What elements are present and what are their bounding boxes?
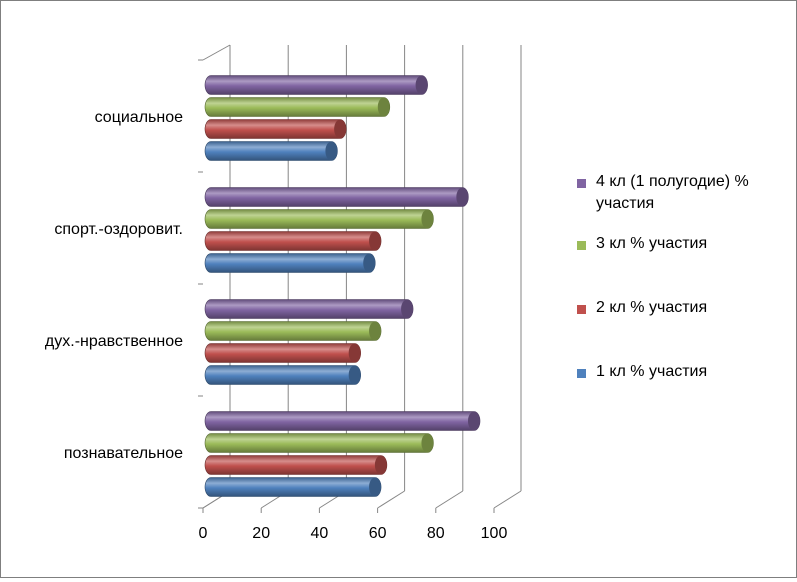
bar-cap-4-cat-3 xyxy=(401,299,414,319)
bar-cap-4-cat-2 xyxy=(456,187,469,207)
floor-gridline-60 xyxy=(377,490,405,509)
bar-cap-4-cat-1 xyxy=(415,75,428,95)
bar-2-cat-3 xyxy=(204,343,361,363)
bar-cap-1-cat-3 xyxy=(348,365,361,385)
bar-cap-3-cat-3 xyxy=(369,321,382,341)
bar-1-cat-3 xyxy=(204,365,361,385)
bar-cap-2-cat-2 xyxy=(369,231,382,251)
bar-4-cat-3 xyxy=(204,299,414,319)
y-tick-label-1: социальное xyxy=(95,109,183,126)
bar-2-cat-2 xyxy=(204,231,382,251)
x-tick-label-100: 100 xyxy=(481,525,508,542)
bar-cap-2-cat-4 xyxy=(374,455,387,475)
legend-label-series-3: 3 кл % участия xyxy=(596,235,708,252)
legend-swatch-series-4 xyxy=(577,179,586,188)
bar-1-cat-2 xyxy=(204,253,376,273)
x-tick-label-60: 60 xyxy=(369,525,387,542)
x-tick-label-20: 20 xyxy=(252,525,270,542)
bar-cap-1-cat-4 xyxy=(369,477,382,497)
bar-cap-4-cat-4 xyxy=(467,411,480,431)
legend-swatch-series-1 xyxy=(577,369,586,378)
bar-1-cat-1 xyxy=(204,141,338,161)
bar-3-cat-3 xyxy=(204,321,382,341)
bar-4-cat-1 xyxy=(204,75,428,95)
bar-2-cat-1 xyxy=(204,119,347,139)
bar-cap-1-cat-2 xyxy=(363,253,376,273)
bar-3-cat-1 xyxy=(204,97,391,117)
floor-gridline-100 xyxy=(493,490,522,509)
bar-2-cat-4 xyxy=(204,455,388,475)
bar-cap-3-cat-1 xyxy=(377,97,390,117)
legend-label-series-1: 1 кл % участия xyxy=(596,363,708,380)
y-tick-label-3: дух.-нравственное xyxy=(45,333,183,350)
x-tick-label-40: 40 xyxy=(311,525,329,542)
bar-cap-2-cat-1 xyxy=(334,119,347,139)
bar-cap-3-cat-4 xyxy=(421,433,434,453)
floor-gridline-80 xyxy=(435,490,464,509)
bar-cap-2-cat-3 xyxy=(348,343,361,363)
legend-swatch-series-3 xyxy=(577,241,586,250)
bar-4-cat-2 xyxy=(204,187,469,207)
bar-3-cat-4 xyxy=(204,433,434,453)
bar-4-cat-4 xyxy=(204,411,481,431)
wall-edge-top xyxy=(202,44,231,61)
legend-label-series-2: 2 кл % участия xyxy=(596,299,708,316)
bar-3-cat-2 xyxy=(204,209,434,229)
y-tick-label-4: познавательное xyxy=(64,445,183,462)
bar-cap-3-cat-2 xyxy=(421,209,434,229)
bar-1-cat-4 xyxy=(204,477,382,497)
legend-label-series-4: 4 кл (1 полугодие) % участия xyxy=(596,173,749,212)
y-tick-label-2: спорт.-оздоровит. xyxy=(54,221,183,238)
legend-swatch-series-2 xyxy=(577,305,586,314)
x-tick-label-80: 80 xyxy=(427,525,445,542)
bar-cap-1-cat-1 xyxy=(325,141,338,161)
x-tick-label-0: 0 xyxy=(199,525,208,542)
